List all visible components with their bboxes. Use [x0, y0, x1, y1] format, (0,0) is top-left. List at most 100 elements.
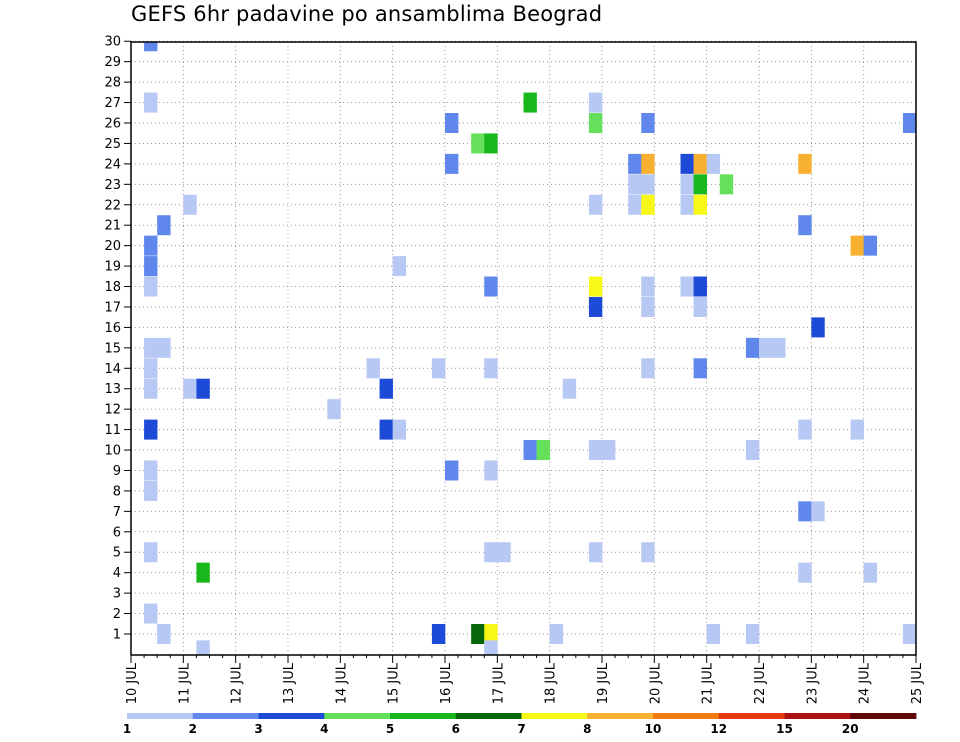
y-tick-label: 24 [104, 157, 121, 172]
precip-cell [759, 337, 773, 358]
precip-cell [772, 337, 786, 358]
precip-cell [680, 276, 694, 297]
y-tick-label: 26 [104, 117, 121, 132]
precip-cell [392, 256, 407, 277]
y-tick-label: 30 [104, 35, 121, 50]
colorbar-swatch [258, 713, 325, 719]
precip-cell [641, 358, 655, 379]
colorbar-label: 3 [254, 722, 262, 736]
precip-cell [916, 113, 929, 133]
colorbar-swatch [784, 713, 851, 719]
colorbar-swatch [192, 713, 259, 719]
precip-cell [144, 92, 158, 113]
precip-cell [588, 92, 603, 113]
grid-lines [131, 40, 916, 655]
y-tick-label: 8 [113, 484, 121, 499]
precip-cell [183, 378, 197, 399]
precip-cell [602, 440, 616, 461]
precip-cell [628, 174, 642, 195]
precip-cell [680, 153, 694, 174]
y-tick-label: 27 [104, 96, 121, 111]
colorbar-label: 10 [645, 722, 662, 736]
precip-cell [811, 317, 825, 338]
precip-cell [157, 215, 171, 236]
colorbar-swatch [127, 713, 194, 719]
precip-cell [144, 542, 158, 563]
y-tick-label: 5 [113, 546, 121, 561]
precip-cell [863, 235, 878, 256]
y-tick-label: 28 [104, 76, 121, 91]
precip-cell [183, 194, 197, 215]
precip-cell [902, 624, 916, 644]
precip-cell [706, 153, 721, 174]
colorbar-swatch [390, 713, 457, 719]
x-tick-label: 24 JUL [858, 662, 873, 704]
precip-cell [863, 562, 878, 583]
precip-cell [588, 296, 603, 317]
precip-cell [798, 215, 812, 236]
precip-cell [693, 358, 707, 379]
precip-cell [144, 460, 158, 481]
precip-cell [144, 42, 158, 52]
precip-cell [811, 501, 825, 522]
precip-cell [641, 153, 655, 174]
x-tick-label: 13 JUL [282, 662, 297, 704]
precip-cell [693, 153, 707, 174]
colorbar-label: 5 [386, 722, 394, 736]
precip-cell [471, 624, 485, 644]
colorbar-label: 8 [583, 722, 591, 736]
y-tick-label: 1 [113, 628, 121, 643]
precip-cell [431, 358, 446, 379]
precip-cells [144, 42, 929, 655]
precip-cell [471, 133, 485, 154]
precip-cell [641, 542, 655, 563]
precip-cell [144, 480, 158, 501]
precip-cell [798, 153, 812, 174]
precip-cell [484, 133, 498, 154]
precip-cell [392, 419, 407, 440]
x-tick-label: 10 JUL [125, 662, 140, 704]
precip-cell [641, 296, 655, 317]
colorbar-label: 15 [776, 722, 793, 736]
precip-cell [144, 256, 158, 277]
x-tick-label: 17 JUL [491, 662, 506, 704]
y-tick-label: 25 [104, 137, 121, 152]
precip-cell [745, 624, 760, 644]
colorbar-swatch [324, 713, 391, 719]
colorbar-label: 4 [320, 722, 328, 736]
y-tick-label: 22 [104, 198, 121, 213]
precip-cell [523, 92, 537, 113]
colorbar-swatch [653, 713, 720, 719]
colorbar-label: 2 [189, 722, 197, 736]
colorbar-legend: 1 2 3 4 5 6 7 8 10 12 15 20 [123, 713, 917, 736]
precip-cell [641, 194, 655, 215]
precip-cell [693, 174, 707, 195]
precip-cell [902, 113, 916, 133]
precip-cell [628, 194, 642, 215]
precip-cell [484, 460, 498, 481]
precip-cell [798, 562, 812, 583]
precip-cell [497, 542, 511, 563]
colorbar-label: 1 [123, 722, 131, 736]
precip-cell [588, 113, 603, 133]
precip-cell [157, 337, 171, 358]
precip-cell [523, 440, 537, 461]
colorbar-swatch [587, 713, 654, 719]
precip-cell [484, 624, 498, 644]
x-tick-label: 14 JUL [334, 662, 349, 704]
x-tick-label: 11 JUL [177, 662, 192, 704]
precip-cell [588, 194, 603, 215]
precip-cell [327, 399, 341, 420]
precip-cell [641, 276, 655, 297]
precip-cell [850, 419, 864, 440]
precip-cell [484, 640, 498, 655]
precip-cell [445, 460, 459, 481]
precip-cell [379, 378, 393, 399]
precip-cell [680, 194, 694, 215]
precip-cell [588, 276, 603, 297]
precip-cell [144, 358, 158, 379]
x-axis: 10 JUL 11 JUL 12 JUL 13 JUL 14 JUL 15 JUL 16 J… [125, 655, 925, 704]
x-tick-label: 22 JUL [753, 662, 768, 704]
colorbar-swatch [455, 713, 522, 719]
y-tick-label: 13 [104, 382, 121, 397]
